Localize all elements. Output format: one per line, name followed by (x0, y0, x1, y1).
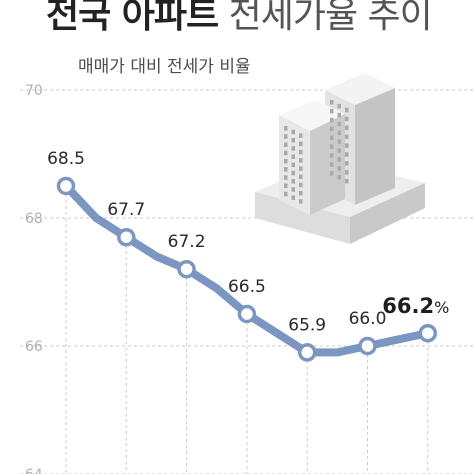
window (291, 179, 295, 184)
window (345, 125, 349, 131)
window (330, 108, 334, 114)
data-label-unit: % (434, 298, 449, 317)
window (330, 153, 334, 158)
window (291, 187, 295, 192)
data-label: 66.0 (349, 309, 387, 329)
y-tick-label: 64 (25, 467, 43, 474)
window (337, 139, 341, 144)
window (299, 174, 303, 180)
window (330, 117, 334, 123)
window (299, 158, 303, 163)
data-point (117, 227, 136, 247)
window (345, 178, 349, 184)
window (291, 170, 295, 176)
window (330, 100, 334, 105)
window (337, 121, 341, 127)
window (291, 146, 295, 151)
window (345, 116, 349, 122)
window (299, 133, 303, 138)
data-label: 67.7 (107, 200, 145, 220)
window (291, 129, 295, 135)
y-tick-label: 66 (25, 339, 43, 355)
window (284, 158, 288, 164)
window (284, 191, 288, 197)
data-label: 66.5 (228, 277, 266, 297)
window (330, 144, 334, 149)
window (337, 103, 341, 109)
y-tick-label: 70 (25, 83, 43, 99)
data-point (237, 304, 257, 324)
data-point (297, 343, 317, 362)
title-light: 전세가율 추이 (228, 0, 433, 36)
window (345, 107, 349, 113)
data-point (177, 259, 196, 279)
chart-title: 전국 아파트 전세가율 추이 (46, 0, 433, 38)
window (299, 182, 303, 188)
window (337, 175, 341, 180)
data-point (56, 176, 76, 196)
window (291, 162, 295, 168)
chart-subtitle: 매매가 대비 전세가 비율 (78, 57, 251, 77)
window (337, 157, 341, 162)
data-point (358, 336, 377, 356)
window (291, 154, 295, 159)
window (337, 166, 341, 171)
window (345, 152, 349, 157)
series (56, 176, 438, 362)
window (284, 134, 288, 139)
window (291, 137, 295, 143)
title-bold: 전국 아파트 (46, 0, 219, 36)
window (284, 150, 288, 156)
window (345, 170, 349, 175)
data-labels: 68.5 67.7 67.2 66.5 65.9 66.066.2% (47, 149, 449, 335)
data-label: 66.2% (382, 294, 449, 318)
window (330, 126, 334, 132)
window (284, 126, 288, 131)
window (299, 149, 303, 155)
window (337, 112, 341, 118)
window (284, 142, 288, 147)
window (330, 135, 334, 141)
window (284, 183, 288, 189)
window (345, 134, 349, 139)
window (299, 141, 303, 147)
window (337, 130, 341, 136)
window (337, 148, 341, 153)
window (291, 195, 295, 200)
window (284, 175, 288, 180)
window (299, 190, 303, 196)
window (330, 171, 334, 176)
window (299, 199, 303, 204)
data-point (418, 323, 438, 343)
window (330, 162, 334, 167)
window (345, 161, 349, 166)
apartment-buildings-icon (255, 73, 425, 244)
window (299, 166, 303, 171)
y-tick-label: 68 (25, 211, 43, 227)
window (345, 143, 349, 148)
data-label: 65.9 (288, 315, 326, 335)
data-label: 68.5 (47, 149, 85, 169)
window (284, 167, 288, 172)
data-label: 67.2 (168, 232, 206, 252)
